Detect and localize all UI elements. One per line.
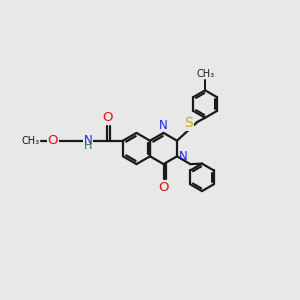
Text: N: N	[159, 119, 168, 132]
Text: O: O	[158, 181, 169, 194]
Text: CH₃: CH₃	[196, 69, 214, 79]
Text: N: N	[83, 134, 92, 147]
Text: S: S	[184, 116, 193, 130]
Text: H: H	[84, 141, 92, 151]
Text: CH₃: CH₃	[22, 136, 40, 146]
Text: O: O	[102, 111, 112, 124]
Text: O: O	[47, 134, 58, 147]
Text: N: N	[179, 150, 188, 164]
